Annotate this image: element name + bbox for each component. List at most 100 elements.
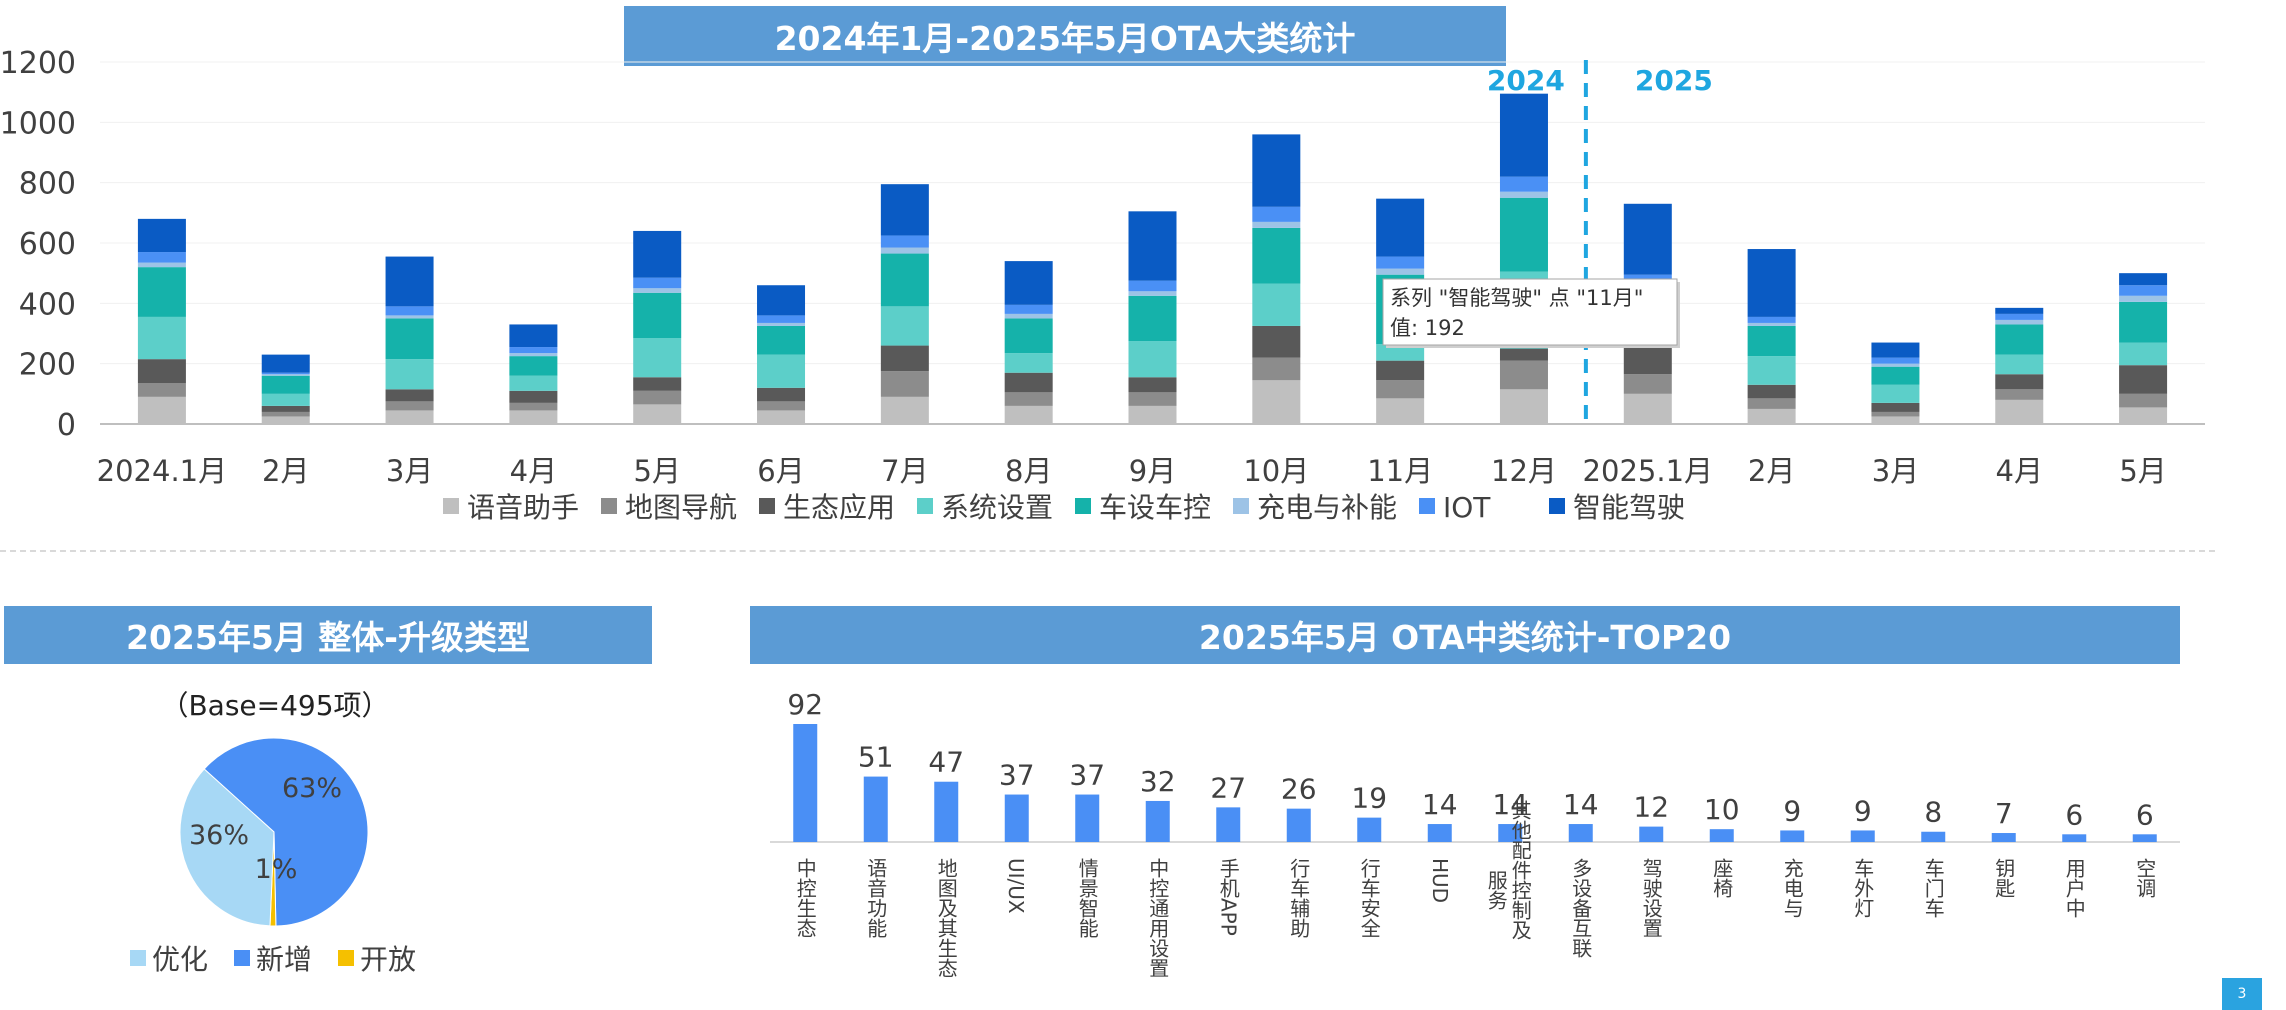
bar-segment — [1004, 372, 1053, 393]
bar-segment — [1871, 384, 1920, 403]
data-label: 10 — [1704, 793, 1740, 826]
data-label: 14 — [1422, 788, 1458, 821]
bar-segment — [1623, 374, 1672, 394]
y-tick-label: 0 — [57, 408, 76, 443]
y-tick-label: 400 — [19, 287, 76, 322]
pie-data-label: 1% — [255, 854, 298, 885]
y-tick-label: 800 — [19, 167, 76, 202]
bar-segment — [1499, 176, 1548, 192]
legend-label: IOT — [1443, 491, 1491, 524]
bar-segment — [1252, 283, 1301, 326]
bar-segment — [1252, 221, 1301, 228]
bar-segment — [1499, 191, 1548, 198]
bar-segment — [1128, 341, 1177, 378]
legend-swatch — [1075, 498, 1091, 514]
bar-segment — [1871, 342, 1920, 358]
bar-segment — [880, 247, 929, 254]
bar-segment — [2119, 301, 2168, 343]
bar-segment — [1499, 389, 1548, 424]
pie-data-label: 36% — [189, 820, 249, 851]
bar-segment — [509, 324, 558, 348]
bar-segment — [261, 372, 310, 375]
data-label: 37 — [999, 759, 1035, 792]
bar-segment — [1252, 134, 1301, 207]
bar-segment — [1376, 268, 1425, 275]
bar-segment — [385, 256, 434, 307]
bar-segment — [1747, 384, 1796, 399]
bar-segment — [1747, 322, 1796, 326]
x-tick-label: 6月 — [757, 454, 804, 488]
x-tick-label: 10月 — [1243, 454, 1309, 488]
bar-segment — [1252, 227, 1301, 284]
bar — [1004, 794, 1029, 842]
bar-segment — [385, 306, 434, 316]
stacked-bar-chart: 0 200 400 600 800 1000 1200 2024.1月 2月 3月 4月 5月 6月 7月… — [0, 46, 2205, 524]
x-tick-label: 9月 — [1129, 454, 1176, 488]
legend-swatch — [759, 498, 775, 514]
bar-segment — [1128, 291, 1177, 296]
tooltip-series-text: 系列 "智能驾驶" 点 "11月" — [1390, 286, 1643, 310]
legend-swatch — [1233, 498, 1249, 514]
legend-swatch — [601, 498, 617, 514]
bar-segment — [509, 410, 558, 424]
bar-segment — [137, 218, 186, 253]
bar-segment — [1995, 389, 2044, 400]
year-label-2024: 2024 — [1487, 64, 1565, 97]
bar-segment — [1499, 348, 1548, 361]
bar-segment — [261, 405, 310, 412]
x-tick-label: 11月 — [1367, 454, 1433, 488]
bar-segment — [633, 390, 682, 405]
bar-segment — [1004, 392, 1053, 406]
bar-segment — [1747, 325, 1796, 357]
bar-segment — [1747, 249, 1796, 317]
bar-segment — [1995, 313, 2044, 320]
bar-segment — [1376, 198, 1425, 257]
bar-segment — [1499, 360, 1548, 390]
bar-segment — [1004, 405, 1053, 424]
bar-segment — [2119, 273, 2168, 286]
data-label: 27 — [1210, 771, 1246, 804]
category-label: 空调 — [2133, 858, 2157, 898]
legend-label: 开放 — [360, 943, 416, 976]
bar-segment — [137, 267, 186, 317]
legend-swatch — [130, 950, 146, 966]
x-tick-label: 4月 — [1996, 454, 2043, 488]
legend-label: 充电与补能 — [1257, 491, 1397, 524]
bar-segment — [1376, 360, 1425, 381]
bar — [934, 781, 959, 842]
x-tick-label: 2025.1月 — [1583, 454, 1713, 488]
bar — [1921, 831, 1946, 842]
bar-segment — [2119, 285, 2168, 296]
category-label: 中控生态 — [793, 858, 817, 938]
bar-segment — [1499, 93, 1548, 177]
bar-segment — [1747, 408, 1796, 424]
bar-segment — [1871, 363, 1920, 367]
category-label: 地图及其生态 — [934, 858, 958, 978]
bar — [1639, 826, 1664, 842]
bar-segment — [633, 277, 682, 289]
bar-segment — [2119, 393, 2168, 408]
bar-segment — [1252, 357, 1301, 381]
bar-segment — [1747, 398, 1796, 409]
bar — [1991, 833, 2016, 842]
bar-segment — [1376, 398, 1425, 424]
bar-segment — [1128, 377, 1177, 393]
bar-segment — [1004, 313, 1053, 319]
top20-bar-chart: 92 中控生态 51 语音功能 47 地图及其生态 37 UI/UX 37 情景智能 32 中控通用设… — [770, 688, 2180, 978]
category-label: 中控通用设置 — [1146, 858, 1170, 978]
data-label: 9 — [1783, 794, 1801, 827]
x-tick-label: 3月 — [1872, 454, 1919, 488]
bar-segment — [633, 404, 682, 424]
legend-label: 优化 — [152, 943, 208, 976]
data-label: 9 — [1854, 794, 1872, 827]
bar-segment — [1128, 392, 1177, 406]
legend-label: 新增 — [256, 943, 312, 976]
bar-segment — [880, 306, 929, 346]
pie-base-text: （Base=495项） — [160, 689, 389, 722]
x-tick-label: 12月 — [1491, 454, 1557, 488]
bar-segment — [509, 353, 558, 357]
bar — [1568, 824, 1593, 842]
bar-segment — [509, 375, 558, 391]
category-label: 钥匙 — [1992, 858, 2016, 898]
